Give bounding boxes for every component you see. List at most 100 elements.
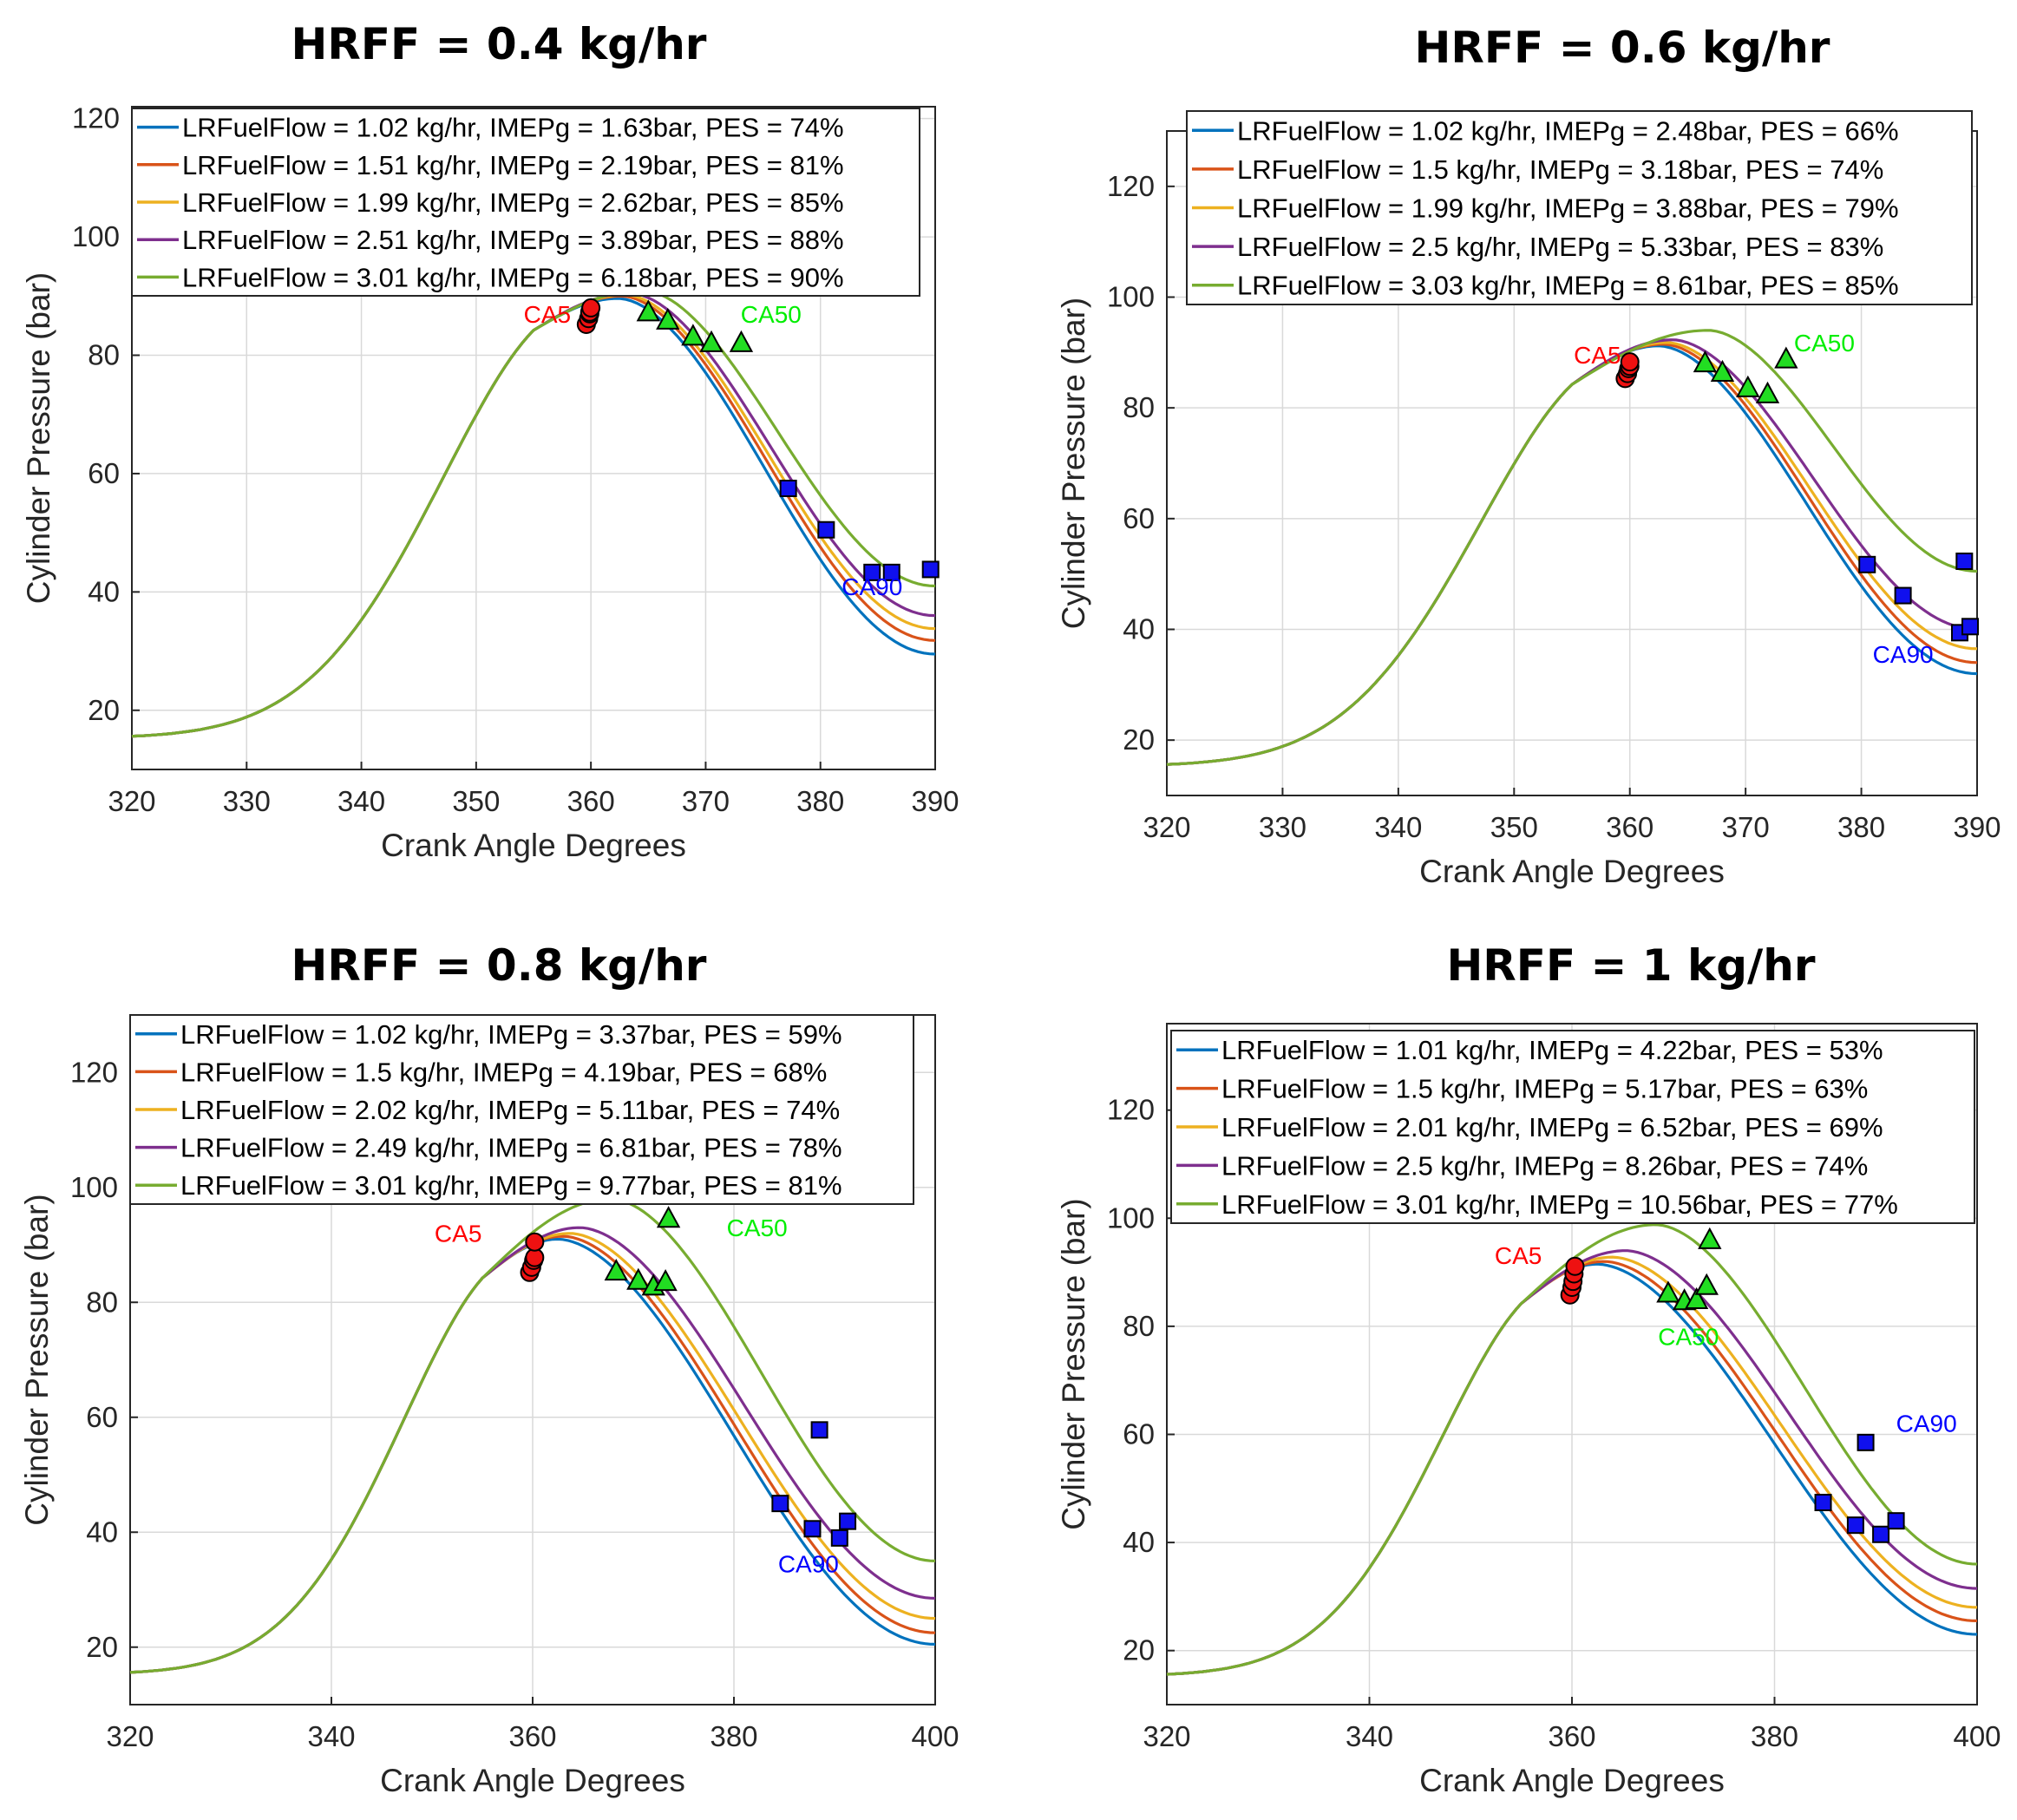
ca90-marker <box>1858 555 1876 573</box>
x-tick-label: 360 <box>1548 1720 1595 1752</box>
x-tick-label: 400 <box>1953 1720 2001 1752</box>
y-tick-label: 120 <box>1107 170 1155 202</box>
ca50-marker <box>1698 1227 1722 1249</box>
ca50-marker <box>1710 359 1735 382</box>
legend-entry: LRFuelFlow = 2.51 kg/hr, IMEPg = 3.89bar… <box>182 225 844 255</box>
ca90-marker <box>830 1529 848 1547</box>
ca50-marker <box>699 330 724 352</box>
y-tick-label: 40 <box>88 575 120 607</box>
legend-box <box>129 1014 914 1205</box>
ca90-marker <box>839 1512 857 1530</box>
y-tick-label: 20 <box>86 1631 118 1663</box>
y-axis-label: Cylinder Pressure (bar) <box>1056 1198 1091 1529</box>
x-tick-label: 360 <box>508 1720 556 1752</box>
legend-entry: LRFuelFlow = 3.01 kg/hr, IMEPg = 9.77bar… <box>180 1170 842 1201</box>
annotation-ca90: CA90 <box>778 1551 839 1578</box>
legend-entry: LRFuelFlow = 1.02 kg/hr, IMEPg = 2.48bar… <box>1237 115 1899 146</box>
ca90-marker <box>810 1421 828 1439</box>
ca50-marker <box>1693 350 1718 373</box>
ca5-marker <box>1620 352 1640 372</box>
ca90-marker <box>1846 1516 1864 1535</box>
ca90-marker <box>779 479 797 497</box>
chart-title: HRFF = 0.6 kg/hr <box>1415 23 1830 73</box>
legend-entry: LRFuelFlow = 1.51 kg/hr, IMEPg = 2.19bar… <box>182 150 844 180</box>
x-tick-label: 340 <box>307 1720 355 1752</box>
ca50-marker <box>626 1267 651 1290</box>
legend-entry: LRFuelFlow = 2.5 kg/hr, IMEPg = 8.26bar,… <box>1221 1150 1868 1181</box>
annotation-ca5: CA5 <box>435 1221 481 1247</box>
legend-entry: LRFuelFlow = 1.02 kg/hr, IMEPg = 3.37bar… <box>180 1019 842 1050</box>
y-tick-label: 20 <box>88 694 120 726</box>
legend-entry: LRFuelFlow = 3.03 kg/hr, IMEPg = 8.61bar… <box>1237 271 1899 301</box>
y-tick-label: 20 <box>1123 723 1155 756</box>
ca90-marker <box>1857 1433 1875 1451</box>
chart-panel-4: HRFF = 1 kg/hr 320 340 360 380 400 20 40 60 80 100… <box>1056 940 2001 1798</box>
legend: LRFuelFlow = 1.01 kg/hr, IMEPg = 4.22bar… <box>1170 1030 1975 1224</box>
legend-entry: LRFuelFlow = 2.01 kg/hr, IMEPg = 6.52bar… <box>1221 1112 1883 1142</box>
ca50-marker <box>1755 381 1780 403</box>
legend-entry: LRFuelFlow = 1.02 kg/hr, IMEPg = 1.63bar… <box>182 113 844 143</box>
ca90-marker <box>771 1495 789 1513</box>
chart-panel-2: HRFF = 0.6 kg/hr 320 330 340 350 360 370 380 390… <box>1056 23 2001 889</box>
y-tick-label: 40 <box>86 1516 118 1548</box>
y-tick-label: 80 <box>1123 1310 1155 1342</box>
x-tick-label: 340 <box>1346 1720 1393 1752</box>
annotation-ca90: CA90 <box>842 573 902 600</box>
y-axis-label: Cylinder Pressure (bar) <box>19 1194 55 1525</box>
x-axis-label: Crank Angle Degrees <box>381 828 686 863</box>
x-tick-label: 320 <box>1143 1720 1190 1752</box>
annotation-ca5: CA5 <box>1495 1242 1542 1269</box>
x-tick-label: 340 <box>337 785 385 817</box>
x-tick-label: 320 <box>108 785 155 817</box>
y-tick-label: 60 <box>88 457 120 489</box>
x-tick-label: 330 <box>223 785 271 817</box>
ca5-marker <box>1565 1256 1585 1276</box>
ca90-marker <box>1955 552 1974 570</box>
annotation-ca90: CA90 <box>1873 641 1934 668</box>
y-tick-label: 60 <box>1123 1417 1155 1450</box>
x-axis-label: Crank Angle Degrees <box>1419 854 1725 889</box>
x-tick-label: 320 <box>1143 811 1190 843</box>
x-tick-label: 390 <box>1953 811 2001 843</box>
y-tick-label: 60 <box>1123 502 1155 534</box>
x-tick-label: 350 <box>1490 811 1538 843</box>
x-tick-label: 380 <box>710 1720 757 1752</box>
ca90-marker <box>1872 1525 1890 1543</box>
annotation-ca90: CA90 <box>1896 1410 1957 1437</box>
ca50-marker <box>604 1259 628 1281</box>
x-tick-label: 340 <box>1374 811 1422 843</box>
legend: LRFuelFlow = 1.02 kg/hr, IMEPg = 3.37bar… <box>129 1014 914 1205</box>
annotation-ca50: CA50 <box>1658 1324 1719 1351</box>
x-axis-label: Crank Angle Degrees <box>380 1763 685 1798</box>
y-tick-label: 100 <box>72 220 120 252</box>
annotation-ca50: CA50 <box>741 301 802 328</box>
legend: LRFuelFlow = 1.02 kg/hr, IMEPg = 2.48bar… <box>1186 110 1973 305</box>
ca90-marker <box>921 560 940 579</box>
ca50-marker <box>729 330 754 352</box>
axes-box <box>131 106 936 770</box>
x-tick-label: 350 <box>452 785 500 817</box>
legend-box <box>1186 110 1973 305</box>
ca50-marker <box>1774 346 1798 369</box>
legend-entry: LRFuelFlow = 1.01 kg/hr, IMEPg = 4.22bar… <box>1221 1035 1883 1065</box>
series-line-5 <box>129 1197 936 1674</box>
ca50-marker <box>653 1268 678 1292</box>
ca90-marker <box>1961 618 1979 636</box>
y-tick-label: 120 <box>72 102 120 134</box>
ca5-marker <box>525 1232 545 1252</box>
y-tick-label: 40 <box>1123 613 1155 645</box>
annotation-ca5: CA5 <box>524 301 571 328</box>
x-tick-label: 400 <box>911 1720 959 1752</box>
y-tick-label: 80 <box>86 1286 118 1318</box>
y-tick-label: 100 <box>1107 281 1155 313</box>
ca50-marker <box>681 324 705 346</box>
legend-entry: LRFuelFlow = 3.01 kg/hr, IMEPg = 10.56ba… <box>1221 1189 1898 1220</box>
x-tick-label: 320 <box>106 1720 154 1752</box>
y-tick-label: 100 <box>1107 1201 1155 1234</box>
x-tick-label: 370 <box>682 785 730 817</box>
annotation-ca5: CA5 <box>1574 342 1621 369</box>
y-tick-label: 100 <box>70 1171 118 1203</box>
chart-title: HRFF = 0.4 kg/hr <box>291 19 707 69</box>
x-tick-label: 330 <box>1259 811 1306 843</box>
